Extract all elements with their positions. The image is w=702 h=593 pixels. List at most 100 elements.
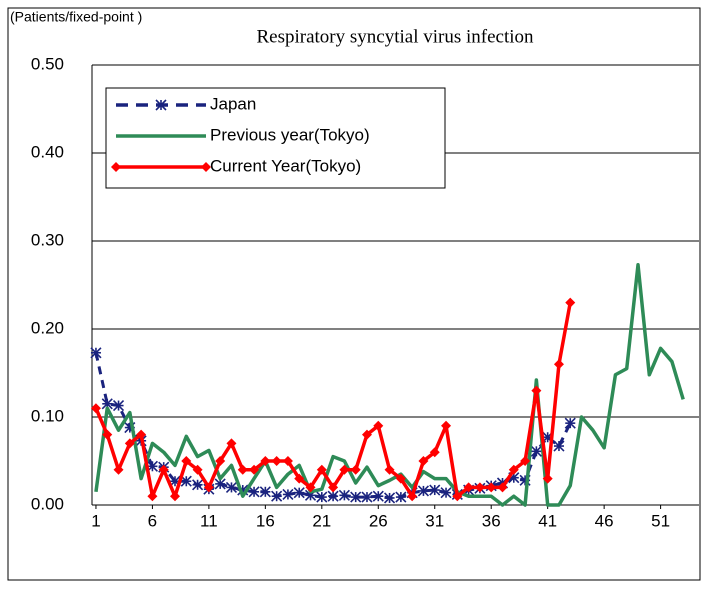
- point: [181, 456, 192, 466]
- asterisk-stroke: [237, 484, 249, 496]
- point: [417, 485, 430, 497]
- point: [441, 420, 452, 431]
- point: [373, 420, 384, 431]
- point: [452, 491, 463, 502]
- point: [305, 482, 316, 493]
- point: [497, 482, 508, 493]
- asterisk-stroke: [112, 399, 125, 412]
- point: [225, 481, 238, 493]
- asterisk-stroke: [259, 486, 271, 498]
- point: [147, 491, 158, 502]
- point: [170, 491, 181, 502]
- asterisk-stroke: [293, 487, 305, 499]
- point: [553, 440, 565, 452]
- point: [565, 297, 576, 308]
- point: [531, 385, 542, 396]
- point: [372, 490, 384, 502]
- point: [508, 464, 519, 475]
- point: [214, 478, 226, 490]
- point: [203, 482, 214, 493]
- point: [418, 456, 429, 466]
- legend-marker: [155, 99, 167, 111]
- x-tick-label: 31: [425, 511, 444, 530]
- point: [282, 456, 293, 466]
- point: [328, 482, 339, 493]
- asterisk-stroke: [316, 491, 328, 503]
- asterisk-stroke: [101, 398, 113, 410]
- point: [271, 456, 282, 466]
- point: [192, 479, 204, 491]
- asterisk-stroke: [214, 478, 226, 490]
- point: [102, 429, 113, 440]
- x-tick-label: 36: [482, 511, 501, 530]
- y-axis-label: (Patients/fixed-point ): [10, 9, 142, 25]
- point: [339, 464, 350, 475]
- point: [361, 429, 372, 440]
- x-tick-label: 21: [312, 511, 331, 530]
- point: [463, 482, 474, 493]
- y-tick-label: 0.30: [31, 230, 64, 249]
- point: [327, 490, 339, 502]
- point: [486, 482, 497, 493]
- point: [407, 491, 418, 502]
- point: [338, 489, 350, 501]
- asterisk-stroke: [327, 490, 339, 502]
- point: [136, 429, 147, 440]
- asterisk-stroke: [440, 487, 452, 499]
- asterisk-stroke: [90, 347, 102, 359]
- point: [474, 482, 485, 493]
- point: [350, 464, 361, 475]
- asterisk-stroke: [155, 99, 167, 111]
- asterisk-stroke: [350, 491, 362, 503]
- point: [293, 487, 305, 499]
- point: [564, 417, 576, 429]
- y-tick-label: 0.40: [31, 142, 64, 161]
- point: [429, 447, 440, 458]
- chart-title: Respiratory syncytial virus infection: [256, 26, 534, 47]
- point: [248, 486, 260, 498]
- asterisk-stroke: [361, 491, 373, 503]
- asterisk-stroke: [564, 417, 576, 429]
- point: [192, 464, 203, 475]
- asterisk-stroke: [553, 440, 565, 452]
- point: [260, 456, 271, 466]
- asterisk-stroke: [429, 484, 441, 496]
- series-line: [94, 263, 685, 507]
- x-tick-label: 6: [148, 511, 157, 530]
- point: [429, 484, 441, 496]
- point: [350, 491, 362, 503]
- y-tick-label: 0.50: [31, 54, 64, 73]
- point: [180, 475, 192, 487]
- legend-label: Previous year(Tokyo): [210, 125, 370, 144]
- asterisk-stroke: [225, 481, 238, 493]
- point: [215, 456, 226, 466]
- x-tick-label: 26: [369, 511, 388, 530]
- point: [542, 473, 553, 484]
- point: [259, 486, 271, 498]
- asterisk-stroke: [248, 486, 260, 498]
- legend-marker: [111, 162, 121, 172]
- point: [90, 403, 101, 414]
- point: [316, 491, 328, 503]
- asterisk-stroke: [282, 488, 294, 501]
- y-tick-label: 0.20: [31, 318, 64, 337]
- point: [294, 473, 305, 484]
- asterisk-stroke: [271, 490, 283, 502]
- point: [226, 438, 237, 449]
- asterisk-stroke: [192, 479, 204, 491]
- point: [553, 359, 564, 370]
- asterisk-stroke: [508, 472, 520, 484]
- y-tick-label: 0.10: [31, 406, 64, 425]
- point: [530, 445, 542, 457]
- point: [113, 464, 124, 475]
- x-tick-label: 11: [200, 511, 218, 530]
- point: [384, 464, 395, 475]
- x-tick-label: 1: [91, 511, 100, 530]
- point: [249, 464, 260, 475]
- point: [395, 473, 406, 484]
- legend-marker: [201, 162, 211, 172]
- point: [282, 488, 294, 501]
- point: [440, 487, 452, 499]
